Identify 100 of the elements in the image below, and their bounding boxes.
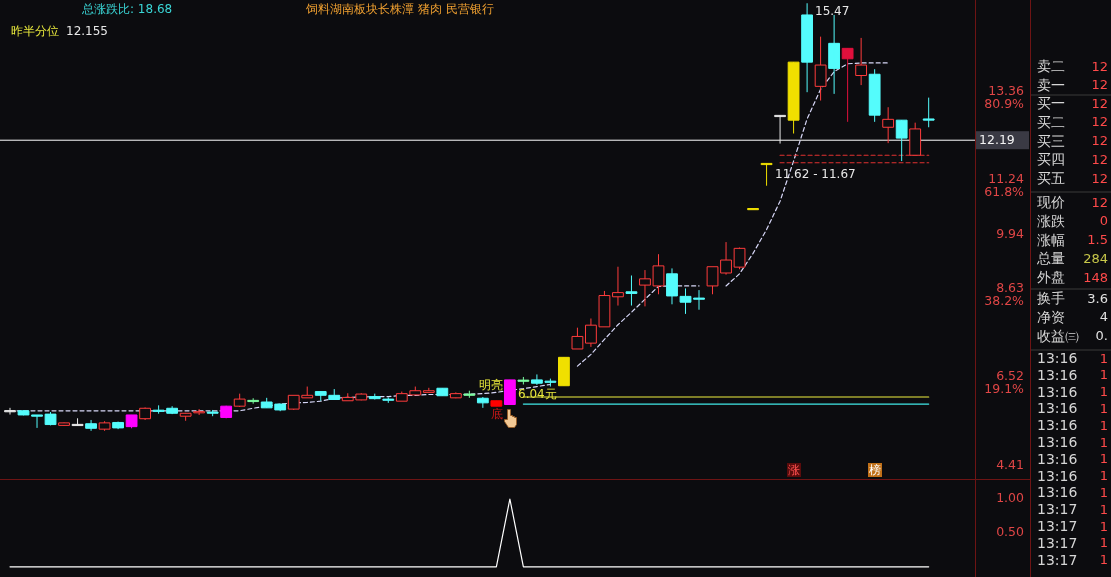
candlestick	[855, 37, 868, 86]
candlestick	[922, 97, 935, 128]
candlestick	[517, 376, 530, 385]
annotation: 12.155	[66, 24, 108, 38]
text: 1	[1099, 535, 1108, 551]
text: 0.	[1095, 328, 1108, 344]
candlestick	[85, 419, 97, 432]
y2-tick-label: 80.9%	[984, 95, 1025, 111]
text: 13:16	[1037, 467, 1078, 484]
annotation: 总涨跌比: 18.68	[81, 2, 173, 16]
text: 涨跌	[1037, 212, 1065, 229]
text: 1	[1099, 367, 1108, 383]
text: 13:16	[1037, 350, 1078, 366]
text: 13:16	[1037, 400, 1078, 417]
text: 13:16	[1037, 383, 1078, 400]
candlestick	[490, 400, 503, 407]
text: 4	[1099, 309, 1108, 325]
candlestick	[233, 393, 246, 408]
annotation: 饲料湖南板块长株潭 猪肉 民营银行	[305, 2, 494, 16]
candlestick	[571, 327, 584, 350]
text: 卖一	[1037, 76, 1065, 93]
candlestick	[503, 379, 516, 406]
text: 12	[1091, 114, 1108, 130]
y-tick-label: 6.52	[996, 368, 1024, 384]
candlestick	[787, 61, 800, 135]
text: 148	[1083, 269, 1108, 285]
candlestick	[220, 405, 233, 419]
text: 1.5	[1087, 232, 1108, 248]
text: 0	[1099, 213, 1108, 229]
candlestick	[71, 417, 84, 427]
y-tick-label: 0.50	[996, 524, 1025, 540]
candlestick	[179, 412, 192, 422]
annotation: 11.62 - 11.67	[775, 167, 856, 181]
text: 1	[1099, 518, 1108, 534]
candlestick	[193, 408, 206, 416]
y-tick-label: 1.00	[996, 490, 1025, 506]
candlestick	[558, 356, 570, 387]
text: 净资	[1037, 308, 1065, 325]
candlestick	[112, 421, 124, 430]
candlestick	[895, 119, 908, 162]
candlestick	[760, 162, 773, 187]
text: 12	[1091, 77, 1108, 93]
text: 13:16	[1037, 450, 1078, 467]
annotation: 15.47	[815, 4, 850, 18]
text: 3.6	[1087, 290, 1108, 306]
annotation: 底	[491, 407, 503, 421]
annotation: 昨半分位	[11, 24, 59, 38]
text: 1	[1099, 434, 1108, 450]
candlestick	[247, 397, 260, 405]
text: 13:17	[1037, 501, 1078, 518]
text: 买四	[1037, 151, 1065, 168]
text: 13:16	[1037, 484, 1078, 501]
text: 外盘	[1037, 269, 1065, 286]
text: 1	[1099, 468, 1108, 484]
candlestick	[882, 106, 895, 144]
text: 1	[1099, 350, 1108, 366]
y-tick-label: 9.94	[996, 225, 1025, 241]
candlestick	[436, 387, 449, 397]
candlestick	[612, 266, 624, 307]
text: 买五	[1037, 170, 1065, 187]
candlestick	[125, 414, 138, 429]
text: 13:16	[1037, 366, 1078, 383]
text: 12	[1091, 170, 1108, 186]
text: 买一	[1037, 95, 1065, 111]
candlestick	[98, 420, 111, 432]
text: 收益㈢	[1037, 327, 1079, 344]
text: 13:16	[1037, 417, 1078, 434]
candlestick	[774, 114, 786, 145]
text: 13:17	[1037, 551, 1078, 568]
annotation: 明亮	[479, 378, 503, 392]
text: 买三	[1037, 132, 1065, 149]
text: 12	[1091, 58, 1108, 74]
text: 1	[1099, 384, 1108, 400]
text: 13:17	[1037, 534, 1078, 551]
text: 1	[1099, 484, 1108, 500]
candlestick	[463, 390, 476, 399]
candlestick	[449, 391, 462, 399]
annotation: 6.04元	[518, 387, 557, 401]
text: 卖二	[1037, 58, 1065, 74]
candlestick	[422, 387, 435, 393]
ref-line-label: 12.19	[979, 131, 1015, 147]
candlestick	[828, 14, 841, 95]
candlestick	[4, 407, 16, 416]
text: 12	[1091, 151, 1108, 167]
text: 涨幅	[1037, 231, 1065, 248]
text: 13:16	[1037, 434, 1078, 450]
text: 1	[1099, 417, 1108, 433]
candlestick	[909, 122, 922, 156]
text: 12	[1091, 133, 1108, 149]
text: 现价	[1037, 194, 1065, 210]
y-tick-label: 4.41	[996, 456, 1024, 472]
candlestick	[58, 421, 70, 427]
text: 12	[1091, 194, 1108, 210]
text: 12	[1091, 95, 1108, 111]
text: 1	[1099, 451, 1108, 467]
y2-tick-label: 19.1%	[984, 381, 1025, 397]
candlestick	[814, 36, 827, 102]
candlestick	[625, 274, 638, 307]
text: 1	[1099, 501, 1108, 517]
text: 总量	[1036, 250, 1065, 267]
